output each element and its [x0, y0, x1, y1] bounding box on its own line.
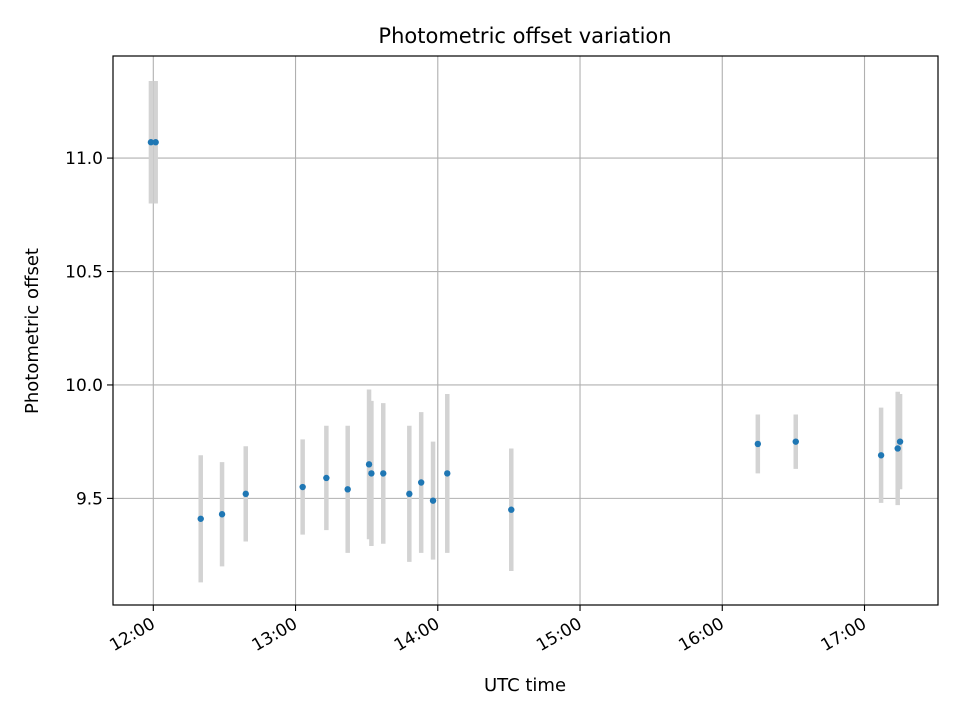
data-points [147, 139, 904, 522]
y-tick-label: 10.5 [65, 263, 103, 283]
x-axis-label: UTC time [484, 675, 566, 696]
data-point [218, 511, 226, 518]
data-point [444, 470, 451, 477]
y-tick-label: 11.0 [65, 149, 103, 169]
y-tick-label: 9.5 [76, 489, 103, 509]
chart-title: Photometric offset variation [378, 24, 671, 48]
data-point [754, 440, 762, 448]
y-axis-label: Photometric offset [22, 248, 43, 414]
data-point [368, 470, 375, 477]
data-point [197, 515, 204, 522]
y-axis-ticks: 9.5 10.0 10.5 11.0 [65, 149, 113, 509]
data-point [152, 139, 159, 146]
data-point [417, 479, 425, 486]
data-point [877, 452, 885, 459]
data-point [380, 470, 387, 477]
data-point [344, 486, 351, 493]
data-point [147, 139, 155, 146]
data-point [299, 483, 306, 491]
data-point [896, 438, 904, 445]
data-point [406, 490, 413, 498]
data-point [894, 445, 901, 452]
data-point [429, 497, 437, 504]
grid-lines [113, 56, 938, 605]
data-point [323, 474, 330, 482]
data-point [365, 461, 373, 468]
y-tick-label: 10.0 [65, 376, 103, 396]
data-point [792, 438, 799, 445]
plot-frame [112, 55, 939, 606]
data-point [508, 506, 515, 513]
data-point [242, 490, 249, 498]
